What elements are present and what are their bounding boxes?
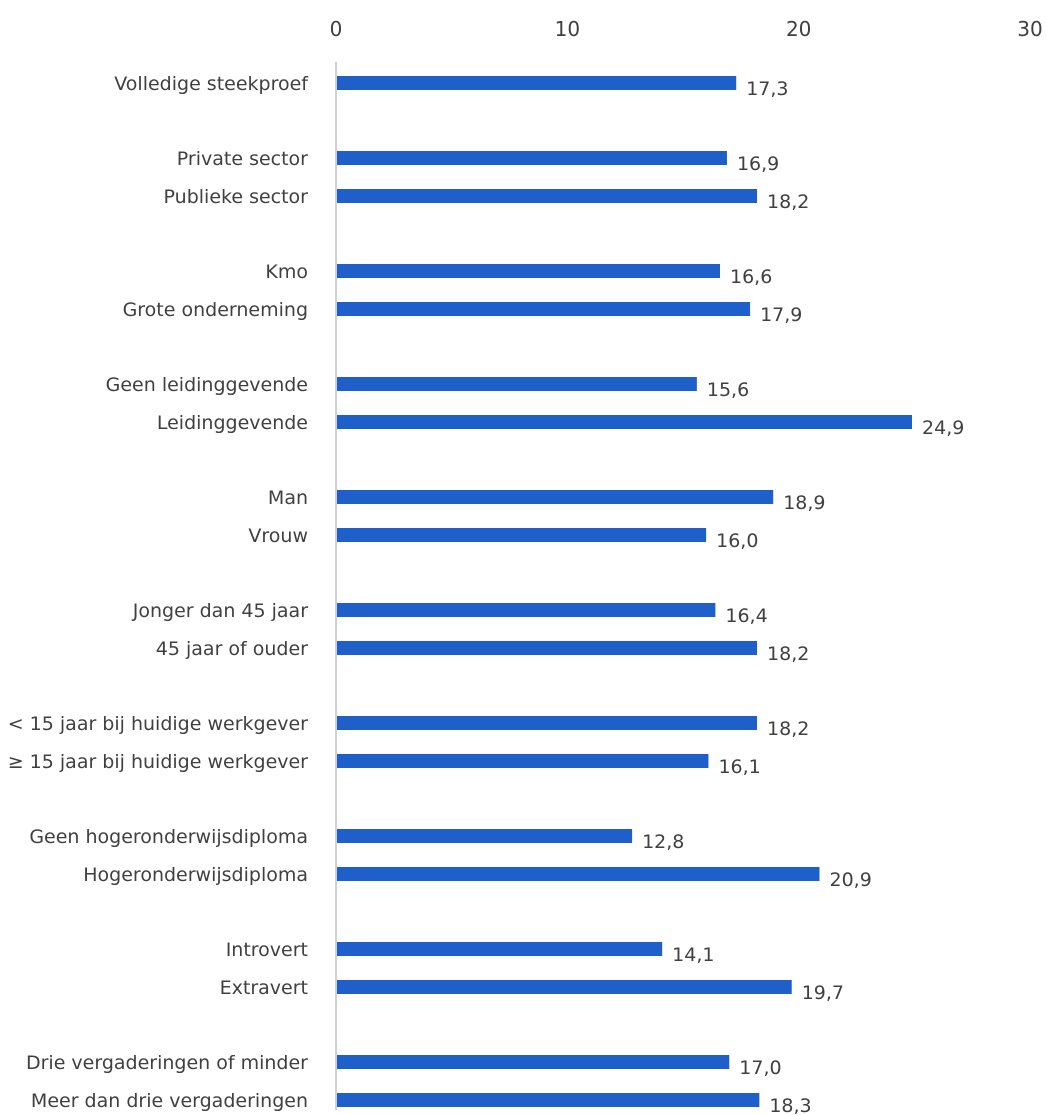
value-label: 18,2 [767, 643, 809, 665]
bar [337, 377, 697, 391]
category-label: Vrouw [248, 525, 308, 547]
category-label: Private sector [177, 148, 308, 170]
x-axis-ticks: 0 10 20 30 [330, 17, 1043, 41]
category-label: Introvert [226, 939, 308, 961]
bar [337, 829, 633, 843]
value-label: 16,6 [730, 266, 772, 288]
bar [337, 189, 758, 203]
category-labels: Volledige steekproef Private sector Publie… [8, 73, 310, 1112]
bar [337, 716, 758, 730]
value-label: 16,4 [725, 605, 767, 627]
value-label: 17,3 [746, 78, 788, 100]
category-label: Grote onderneming [123, 299, 308, 321]
x-tick-label: 30 [1017, 17, 1042, 41]
bar [337, 980, 792, 994]
value-label: 17,0 [739, 1057, 781, 1079]
bar [337, 867, 820, 881]
bars-group [337, 76, 913, 1107]
bar [337, 603, 716, 617]
category-label: < 15 jaar bij huidige werkgever [8, 713, 308, 735]
value-label: 17,9 [760, 304, 802, 326]
value-label: 16,0 [716, 530, 758, 552]
value-label: 15,6 [707, 379, 749, 401]
category-label: Geen leidinggevende [106, 374, 308, 396]
category-label: Extravert [220, 977, 308, 999]
category-label: ≥ 15 jaar bij huidige werkgever [8, 751, 308, 773]
bar [337, 264, 721, 278]
bar [337, 754, 709, 768]
category-label: Drie vergaderingen of minder [26, 1052, 308, 1074]
category-label: Leidinggevende [157, 412, 308, 434]
category-label: 45 jaar of ouder [156, 638, 308, 660]
bar [337, 302, 751, 316]
bar [337, 151, 727, 165]
category-label: Hogeronderwijsdiploma [83, 864, 308, 886]
value-label: 14,1 [672, 944, 714, 966]
value-label: 18,2 [767, 191, 809, 213]
category-label: Man [268, 487, 308, 509]
category-label: Meer dan drie vergaderingen [31, 1090, 308, 1112]
bar [337, 76, 737, 90]
bar [337, 415, 913, 429]
category-label: Geen hogeronderwijsdiploma [29, 826, 308, 848]
bar [337, 1093, 760, 1107]
bar [337, 490, 774, 504]
category-label: Publieke sector [164, 186, 309, 208]
x-tick-label: 0 [330, 17, 343, 41]
value-label: 12,8 [642, 831, 684, 853]
x-tick-label: 20 [786, 17, 811, 41]
bar [337, 641, 758, 655]
value-label: 24,9 [922, 417, 964, 439]
value-label: 19,7 [802, 982, 844, 1004]
value-label: 18,3 [769, 1095, 811, 1115]
value-label: 18,2 [767, 718, 809, 740]
value-labels: 17,3 16,9 18,2 16,6 17,9 15,6 24,9 18,9 16,0 16,4… [642, 78, 964, 1115]
bar [337, 528, 707, 542]
bar [337, 942, 663, 956]
bar [337, 1055, 730, 1069]
category-label: Kmo [265, 261, 308, 283]
value-label: 16,9 [737, 153, 779, 175]
category-label: Jonger dan 45 jaar [132, 600, 308, 622]
x-tick-label: 10 [555, 17, 580, 41]
value-label: 20,9 [829, 869, 871, 891]
value-label: 18,9 [783, 492, 825, 514]
value-label: 16,1 [718, 756, 760, 778]
category-label: Volledige steekproef [114, 73, 309, 95]
